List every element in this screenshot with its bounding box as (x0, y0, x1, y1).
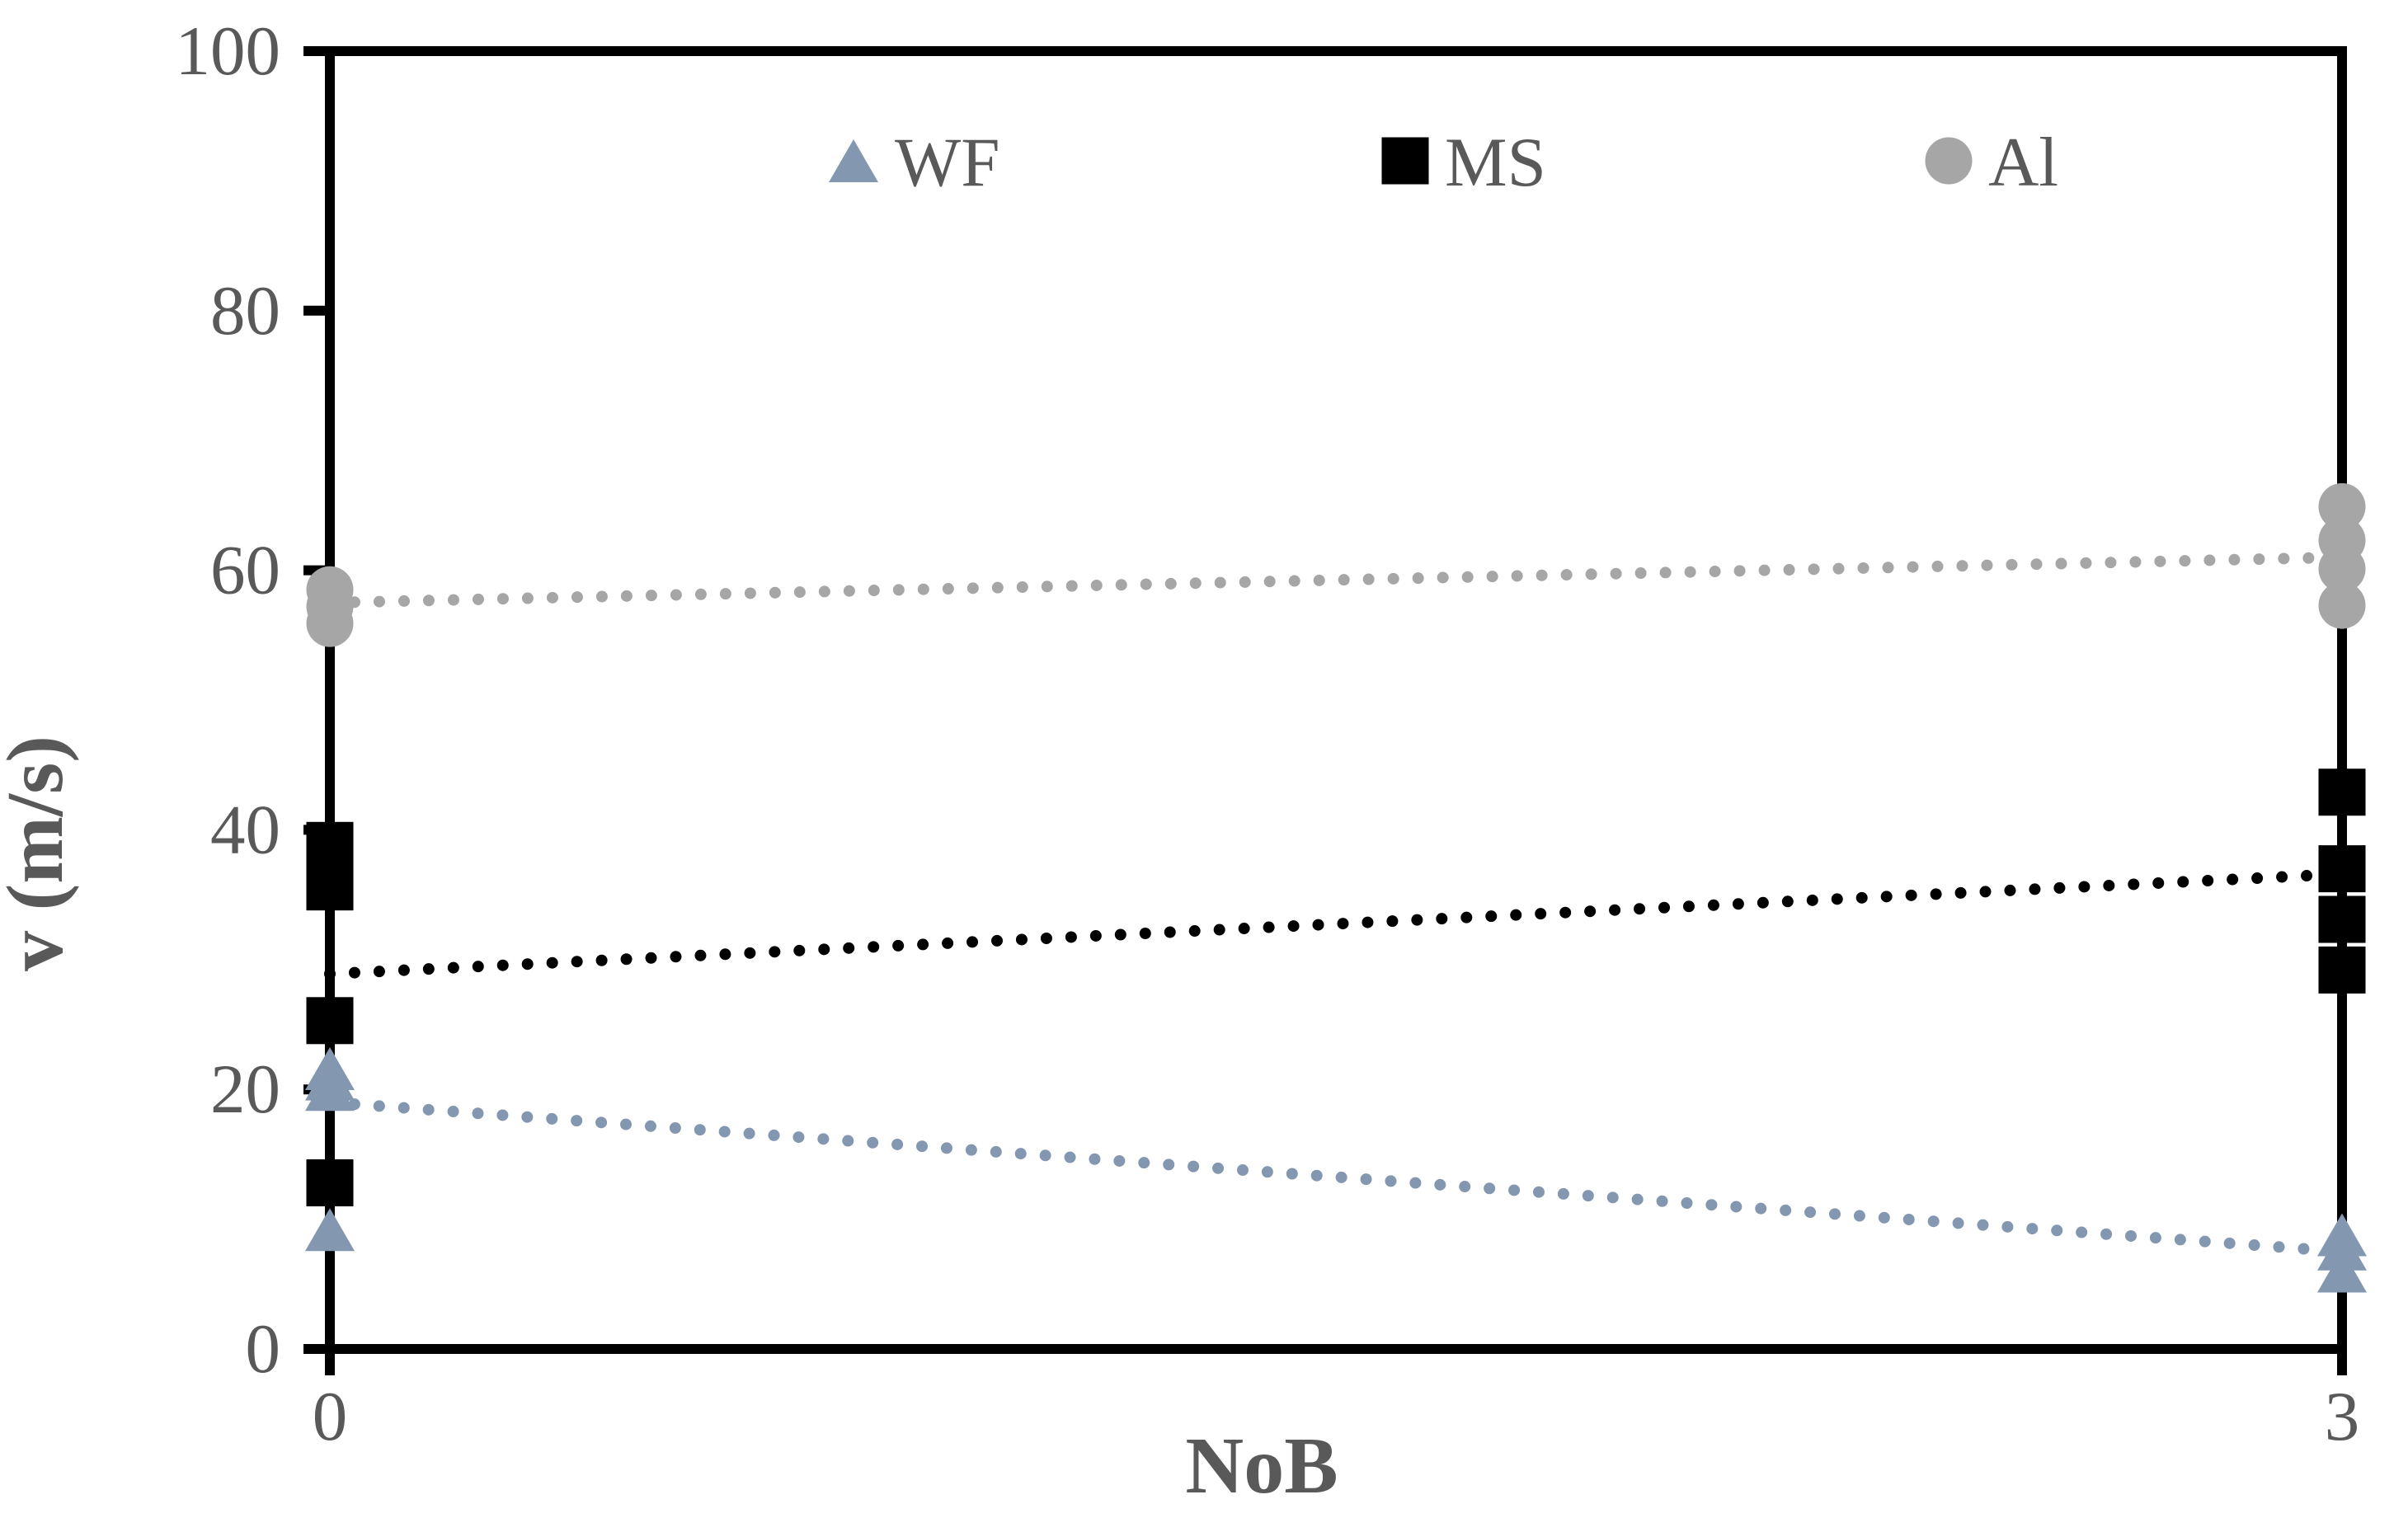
y-axis-tick-label: 80 (210, 272, 280, 350)
data-markers (305, 482, 2367, 1293)
plot-area-border (325, 46, 2347, 1354)
data-point-al (2318, 581, 2366, 629)
data-point-ms (306, 821, 354, 869)
legend-circle-icon (1925, 137, 1973, 185)
legend-label-ms: MS (1445, 124, 1546, 201)
legend-triangle-icon (829, 139, 878, 182)
trendline-al (324, 551, 2348, 609)
y-axis-tick-label: 0 (246, 1310, 281, 1388)
data-point-ms (306, 997, 354, 1045)
y-axis-tick-label: 100 (176, 12, 281, 90)
data-point-ms (2318, 946, 2366, 994)
data-point-ms (306, 1159, 354, 1207)
x-axis-title: NoB (1185, 1422, 1338, 1511)
data-point-wf (2317, 1249, 2367, 1293)
x-axis-tick-label: 0 (313, 1378, 348, 1455)
y-axis-tick-label: 40 (210, 791, 280, 868)
data-point-wf (2317, 1227, 2367, 1271)
trendlines (324, 551, 2348, 1257)
y-axis-tick-label: 20 (210, 1050, 280, 1128)
data-point-wf (305, 1068, 355, 1111)
x-axis-tick-label: 3 (2325, 1378, 2360, 1455)
data-point-ms (2318, 845, 2366, 893)
data-point-al (306, 599, 354, 647)
data-point-ms (306, 863, 354, 911)
legend-label-al: Al (1988, 124, 2058, 201)
y-axis-title: v (m/s) (0, 736, 80, 971)
legend-square-icon (1381, 137, 1429, 185)
data-point-al (2318, 545, 2366, 593)
y-axis-tick-label: 60 (210, 532, 280, 609)
data-point-al (2318, 482, 2366, 530)
legend-label-wf: WF (895, 124, 1000, 201)
data-point-ms (2318, 895, 2366, 943)
trendline-wf (324, 1096, 2348, 1257)
data-point-wf (305, 1208, 355, 1252)
axis-ticks: 100 80 60 40 20 00 3 (176, 12, 2360, 1455)
legend: WF MS Al (829, 124, 2058, 201)
data-point-ms (2318, 768, 2366, 816)
trendline-ms (324, 867, 2348, 980)
